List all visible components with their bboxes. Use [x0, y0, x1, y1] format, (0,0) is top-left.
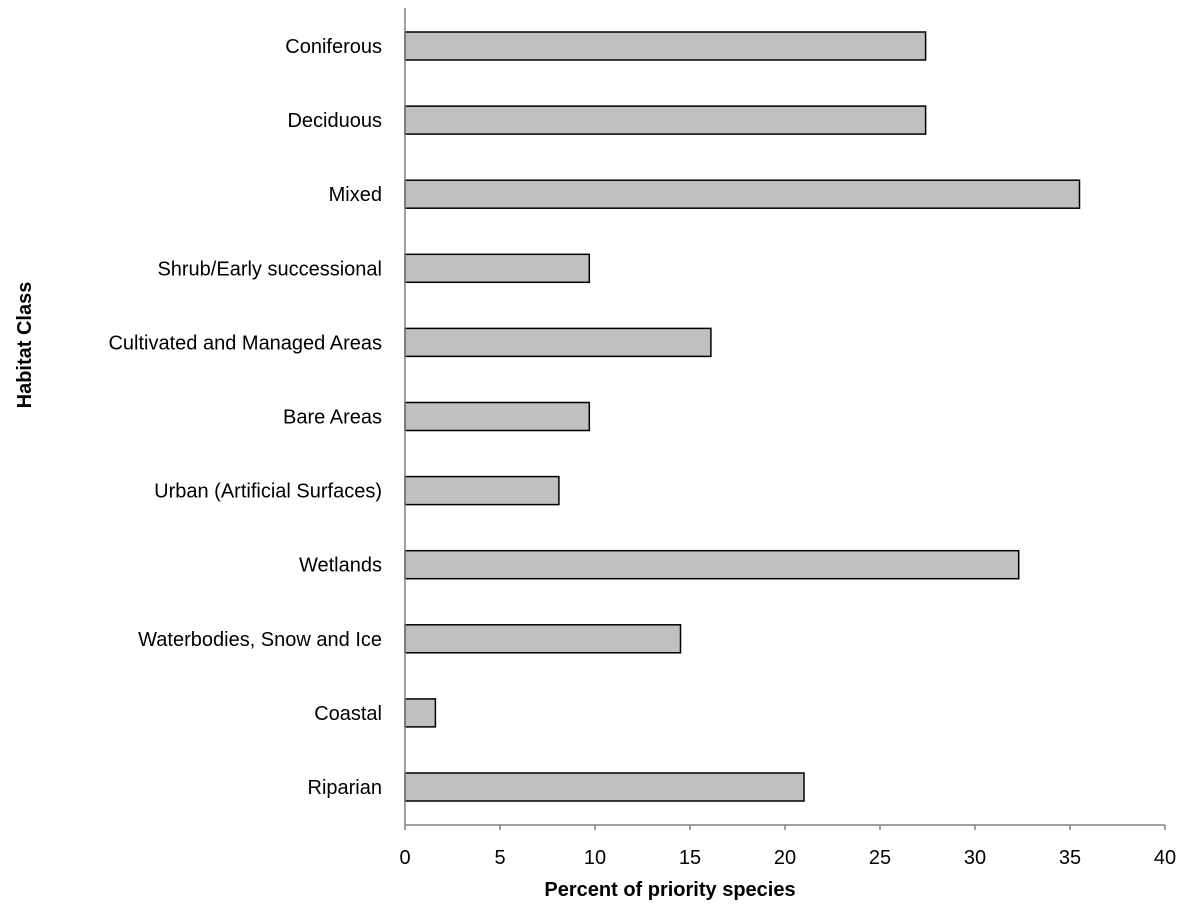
x-tick-label-0: 0	[399, 847, 410, 869]
bar-mixed	[404, 179, 1081, 209]
x-tick-label-40: 40	[1154, 847, 1176, 869]
bar-bare-areas	[404, 401, 591, 432]
category-label-riparian: Riparian	[308, 777, 382, 799]
x-tick-label-15: 15	[679, 847, 701, 869]
bar-wetlands	[404, 549, 1020, 580]
category-label-waterbodies-snow-and-ice: Waterbodies, Snow and Ice	[138, 629, 382, 651]
category-label-urban-artificial-surfaces: Urban (Artificial Surfaces)	[154, 481, 382, 503]
bar-cultivated-and-managed-areas	[404, 327, 712, 358]
tick-labels-group: 0 5 10 15 20 25 30 35 40	[399, 847, 1176, 869]
bar-coastal	[404, 698, 437, 728]
x-tick-label-35: 35	[1059, 847, 1081, 869]
category-labels-group: Coniferous Deciduous Mixed Shrub/Early succ…	[108, 36, 382, 799]
x-tick-label-20: 20	[774, 847, 796, 869]
category-label-cultivated-and-managed-areas: Cultivated and Managed Areas	[108, 332, 382, 354]
bars-group	[404, 31, 1081, 802]
category-label-deciduous: Deciduous	[287, 110, 382, 132]
category-label-bare-areas: Bare Areas	[283, 407, 382, 429]
bar-riparian	[404, 772, 805, 802]
category-label-mixed: Mixed	[329, 184, 382, 206]
bar-waterbodies-snow-and-ice	[404, 624, 682, 654]
bar-urban-artificial-surfaces	[404, 475, 560, 506]
bar-deciduous	[404, 105, 927, 135]
axes-group	[404, 8, 1166, 830]
x-tick-label-10: 10	[584, 847, 606, 869]
x-tick-label-5: 5	[494, 847, 505, 869]
category-label-coniferous: Coniferous	[285, 36, 382, 58]
y-axis-title: Habitat Class	[14, 282, 36, 409]
x-axis-title: Percent of priority species	[544, 879, 795, 901]
category-label-coastal: Coastal	[314, 703, 382, 725]
category-label-wetlands: Wetlands	[299, 555, 382, 577]
bar-coniferous	[404, 31, 927, 61]
bar-shrub-early-successional	[404, 253, 591, 284]
category-label-shrub-early-successional: Shrub/Early successional	[157, 258, 382, 280]
x-tick-label-30: 30	[964, 847, 986, 869]
x-tick-label-25: 25	[869, 847, 891, 869]
